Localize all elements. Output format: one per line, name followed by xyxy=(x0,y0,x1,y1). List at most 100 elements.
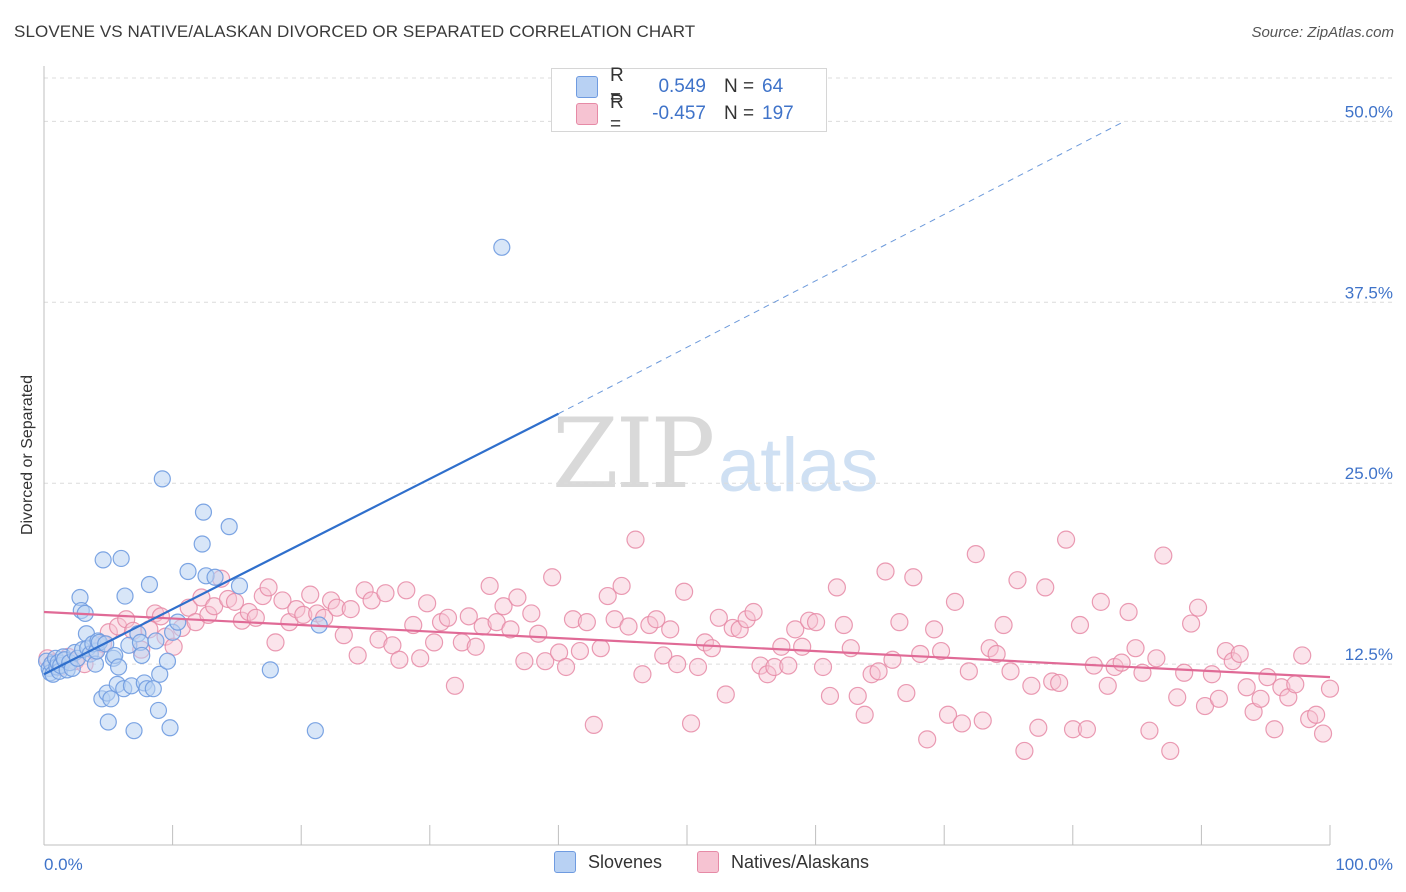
point-natives xyxy=(918,730,937,749)
point-natives xyxy=(1008,571,1027,590)
point-natives xyxy=(376,584,395,603)
point-natives xyxy=(273,591,292,610)
point-natives xyxy=(348,646,367,665)
point-natives xyxy=(294,605,313,625)
point-slovenes xyxy=(109,658,128,676)
series-label-natives: Natives/Alaskans xyxy=(731,851,870,872)
point-natives xyxy=(897,683,916,703)
point-natives xyxy=(536,652,555,671)
point-natives xyxy=(1126,639,1145,658)
point-natives xyxy=(1001,662,1020,681)
point-slovenes xyxy=(493,238,511,256)
legend-n-value: 64 xyxy=(762,76,784,97)
point-natives xyxy=(987,644,1006,664)
point-natives xyxy=(1307,705,1326,724)
point-natives xyxy=(266,633,285,652)
point-natives xyxy=(522,604,541,623)
point-natives xyxy=(321,591,341,610)
point-natives xyxy=(563,610,583,629)
point-natives xyxy=(570,641,590,661)
legend-r-value: 0.549 xyxy=(658,76,706,97)
series-legend-slovenes[interactable]: Slovenes xyxy=(554,851,662,873)
point-slovenes xyxy=(149,701,168,720)
point-slovenes xyxy=(99,713,117,731)
point-natives xyxy=(626,530,645,549)
point-natives xyxy=(515,652,534,671)
point-natives xyxy=(973,711,992,730)
trendline-slovenes-extension xyxy=(558,120,1125,415)
point-natives xyxy=(418,594,437,613)
point-natives xyxy=(1209,689,1228,708)
point-natives xyxy=(355,581,374,600)
point-natives xyxy=(1223,652,1242,671)
point-natives xyxy=(383,636,402,655)
point-natives xyxy=(438,608,458,627)
point-natives xyxy=(827,578,846,597)
point-natives xyxy=(709,608,728,627)
legend-row-slovenes: R = 0.549 N = 64 xyxy=(576,65,784,108)
series-label-slovenes: Slovenes xyxy=(588,851,663,872)
point-natives xyxy=(1251,689,1270,708)
point-natives xyxy=(793,637,812,656)
point-natives xyxy=(591,639,610,658)
point-natives xyxy=(411,649,430,668)
point-slovenes xyxy=(133,646,151,665)
point-natives xyxy=(772,637,791,656)
y-tick-label: 50.0% xyxy=(1345,102,1393,121)
point-slovenes xyxy=(206,568,224,586)
point-natives xyxy=(1293,646,1312,665)
point-natives xyxy=(577,613,596,632)
y-tick-label: 25.0% xyxy=(1345,464,1393,483)
point-slovenes xyxy=(125,722,143,740)
point-natives xyxy=(501,620,520,639)
point-natives xyxy=(848,686,867,706)
point-natives xyxy=(1181,614,1201,633)
point-natives xyxy=(584,715,603,734)
point-natives xyxy=(424,633,444,652)
point-natives xyxy=(543,568,562,587)
point-natives xyxy=(619,617,638,636)
point-natives xyxy=(1029,718,1048,737)
point-natives xyxy=(911,644,930,664)
correlation-legend: R = 0.549 N = 64 R = -0.457 N = 197 xyxy=(551,65,827,135)
point-natives xyxy=(876,562,895,581)
point-natives xyxy=(390,650,409,669)
point-natives xyxy=(786,620,805,639)
point-natives xyxy=(397,581,416,600)
point-natives xyxy=(1050,673,1069,693)
chart-title: SLOVENE VS NATIVE/ALASKAN DIVORCED OR SE… xyxy=(14,22,696,41)
point-natives xyxy=(494,597,513,616)
point-natives xyxy=(952,714,972,733)
point-natives xyxy=(959,662,978,681)
legend-n-value: 197 xyxy=(762,103,794,124)
point-natives xyxy=(445,676,465,695)
legend-r-value: -0.457 xyxy=(652,103,706,124)
x-tick-label: 100.0% xyxy=(1335,855,1393,874)
point-natives xyxy=(1230,644,1249,664)
point-slovenes xyxy=(169,613,187,631)
point-natives xyxy=(404,615,423,635)
point-natives xyxy=(800,611,819,630)
point-natives xyxy=(1147,649,1166,668)
legend-r-label: R = xyxy=(610,65,624,108)
point-natives xyxy=(529,624,548,643)
point-natives xyxy=(758,665,777,684)
point-natives xyxy=(1043,672,1062,691)
point-natives xyxy=(737,610,756,629)
point-natives xyxy=(765,657,784,677)
point-natives xyxy=(1140,721,1159,740)
point-natives xyxy=(1265,720,1284,739)
legend-row-natives: R = -0.457 N = 197 xyxy=(576,92,794,135)
point-slovenes xyxy=(230,577,249,595)
legend-r-label: R = xyxy=(610,92,624,135)
point-slovenes xyxy=(158,652,177,670)
point-natives xyxy=(869,662,888,681)
point-slovenes xyxy=(193,535,211,553)
x-tick-label: 0.0% xyxy=(44,855,83,874)
point-natives xyxy=(1313,724,1333,743)
point-natives xyxy=(327,598,346,617)
series-legend-natives[interactable]: Natives/Alaskans xyxy=(697,851,869,873)
watermark-zip: ZIP xyxy=(552,398,715,510)
point-natives xyxy=(966,545,985,564)
point-natives xyxy=(723,618,742,638)
